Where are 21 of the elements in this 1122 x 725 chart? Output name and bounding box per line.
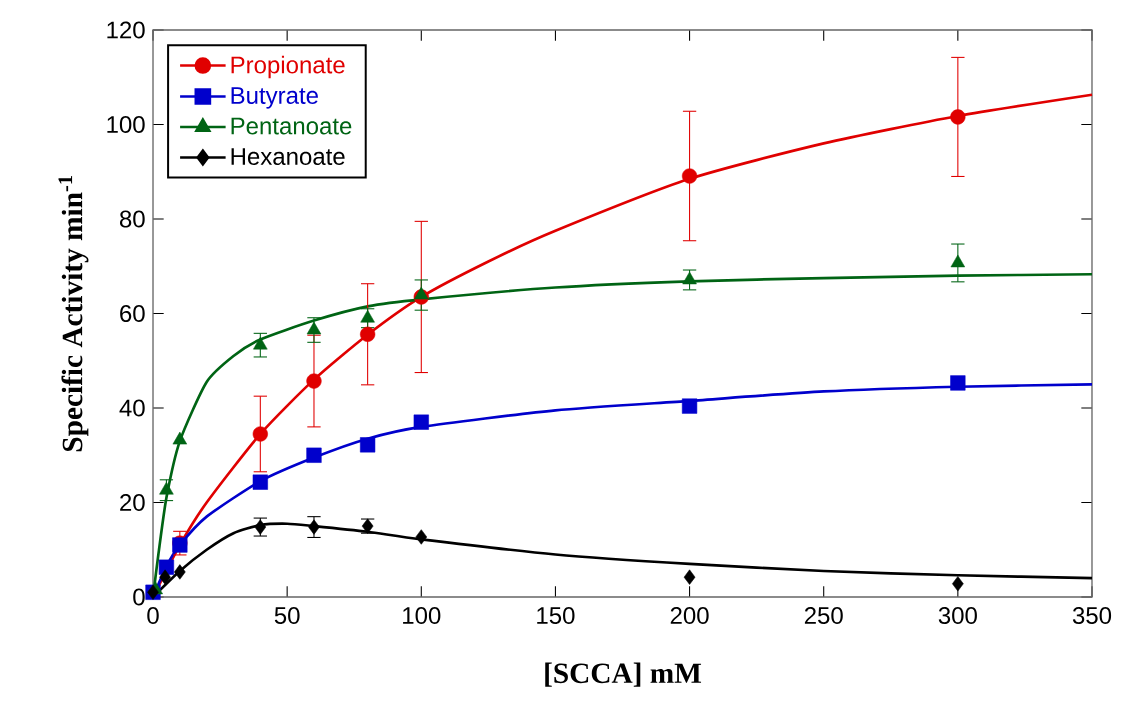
legend-label: Pentanoate	[231, 117, 352, 135]
x-tick-label: 150	[537, 607, 575, 625]
y-axis-title: Specific Activity min$^{-1}$	[58, 176, 89, 452]
legend-label: Propionate	[231, 55, 345, 79]
x-tick-label: 350	[1072, 607, 1112, 625]
x-tick-label: 250	[804, 607, 843, 625]
x-tick-label: 50	[274, 607, 300, 625]
x-tick-label: 0	[147, 607, 159, 625]
x-axis-title: [SCCA] mM	[545, 662, 702, 687]
x-tick-label: 100	[403, 607, 441, 625]
legend-label: Butyrate	[231, 87, 318, 109]
legend-label: Hexanoate	[231, 148, 345, 165]
y-tick-label: 0	[133, 588, 145, 606]
y-tick-label: 60	[120, 304, 145, 322]
x-tick-label: 300	[938, 607, 977, 625]
y-tick-label: 120	[107, 21, 145, 39]
y-tick-label: 80	[119, 210, 145, 228]
x-tick-label: 200	[670, 607, 709, 625]
y-tick-label: 40	[119, 399, 145, 417]
y-tick-label: 20	[120, 493, 145, 511]
y-tick-label: 100	[107, 115, 145, 133]
